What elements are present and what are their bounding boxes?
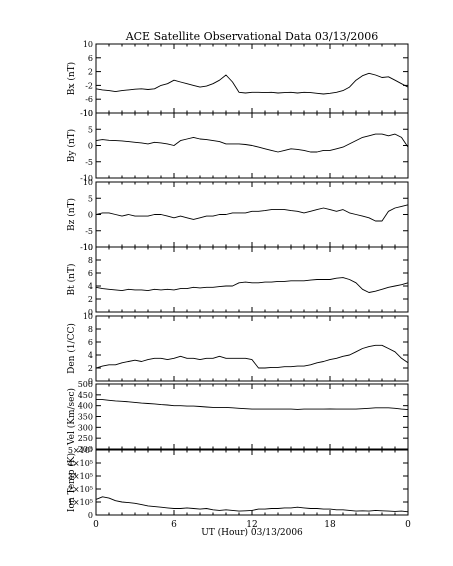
y-tick-label: 2 <box>88 295 93 304</box>
y-tick-label: 500 <box>78 380 93 389</box>
y-tick-label: 3×10⁵ <box>68 472 93 481</box>
y-tick-label: 10 <box>83 312 93 321</box>
panel-2: 10 5 0 -5 -10 By (nT) <box>66 109 409 183</box>
panel-4: 10 8 6 4 2 0 Bt (nT) <box>66 243 409 317</box>
y-tick-label: 250 <box>78 434 93 443</box>
panel-5: 10 8 6 4 2 0 Den (1/CC) <box>66 312 409 386</box>
series-line <box>95 344 409 369</box>
y-tick-label: 1×10⁵ <box>68 498 93 507</box>
y-tick-label: 0 <box>88 377 93 386</box>
panels-group: 10 6 2 -2 -6 -10 Bx (nT) 10 5 0 -5 -10 By (nT) 10 5 0 -5… <box>66 40 409 520</box>
y-tick-label: -6 <box>85 95 93 104</box>
y-tick-label: 300 <box>78 423 93 432</box>
x-axis-label: UT (Hour) 03/13/2006 <box>201 527 303 538</box>
series-line <box>95 204 409 222</box>
y-tick-label: 6 <box>88 54 93 63</box>
y-tick-label: 2 <box>88 68 93 77</box>
y-tick-label: 5 <box>88 125 93 134</box>
y-tick-label: -10 <box>80 174 93 183</box>
panel-3: 10 5 0 -5 -10 Bz (nT) <box>66 178 409 252</box>
y-tick-label: -10 <box>80 243 93 252</box>
series-line <box>95 133 409 153</box>
y-tick-label: 0 <box>88 511 93 520</box>
y-tick-label: 0 <box>88 308 93 317</box>
panel-frame <box>95 43 409 114</box>
series-line <box>95 277 409 293</box>
x-tick-labels: 0 6 12 18 0 <box>93 520 411 530</box>
y-tick-label: 0 <box>88 211 93 220</box>
y-tick-label: 450 <box>78 391 93 400</box>
x-tick-label: 0 <box>405 520 411 530</box>
panel-frame <box>95 246 409 313</box>
y-tick-label: 10 <box>83 109 93 118</box>
y-axis-label: Bt (nT) <box>66 264 77 296</box>
x-tick-label: 18 <box>324 520 336 530</box>
y-tick-label: 5 <box>88 194 93 203</box>
y-tick-label: -5 <box>85 158 93 167</box>
x-tick-label: 6 <box>171 520 177 530</box>
x-tick-label: 12 <box>246 520 257 530</box>
panel-7: 5×10⁵ 4×10⁵ 3×10⁵ 2×10⁵ 1×10⁵ 0 Ion Temp (K) <box>66 446 409 520</box>
y-tick-label: 200 <box>78 445 93 454</box>
panel-1: 10 6 2 -2 -6 -10 Bx (nT) <box>66 40 409 118</box>
chart-title: ACE Satellite Observational Data 03/13/2… <box>125 30 379 43</box>
y-tick-label: 4 <box>88 282 93 291</box>
y-tick-label: 5×10⁵ <box>68 446 93 455</box>
y-tick-label: -2 <box>85 81 93 90</box>
y-axis-label: Bx (nT) <box>66 62 77 95</box>
y-tick-label: 4 <box>88 351 93 360</box>
y-tick-label: 10 <box>83 243 93 252</box>
y-tick-label: 8 <box>88 325 93 334</box>
y-axis-label: Vel (Km/sec) <box>66 388 77 446</box>
panel-frame <box>95 315 409 382</box>
y-tick-label: 350 <box>78 413 93 422</box>
y-tick-label: -10 <box>80 109 93 118</box>
y-tick-label: 10 <box>83 178 93 187</box>
series-line <box>96 399 409 411</box>
series-line <box>95 72 409 95</box>
y-tick-label: 4×10⁵ <box>68 459 93 468</box>
panel-frame <box>95 383 409 450</box>
y-tick-label: 6 <box>88 338 93 347</box>
x-tick-label: 0 <box>93 520 99 530</box>
y-tick-label: 2×10⁵ <box>68 485 93 494</box>
y-axis-label: Bz (nT) <box>66 198 77 231</box>
y-tick-label: 10 <box>83 40 93 49</box>
series-line <box>95 496 409 513</box>
y-tick-label: 2 <box>88 364 93 373</box>
y-tick-label: 400 <box>78 402 93 411</box>
y-tick-label: -5 <box>85 227 93 236</box>
y-axis-label: Ion Temp (K) <box>66 453 77 512</box>
y-tick-label: 0 <box>88 142 93 151</box>
y-tick-label: 8 <box>88 256 93 265</box>
y-tick-label: 6 <box>88 269 93 278</box>
panel-frame <box>95 181 409 248</box>
y-axis-label: By (nT) <box>66 129 77 162</box>
y-axis-label: Den (1/CC) <box>66 323 77 374</box>
